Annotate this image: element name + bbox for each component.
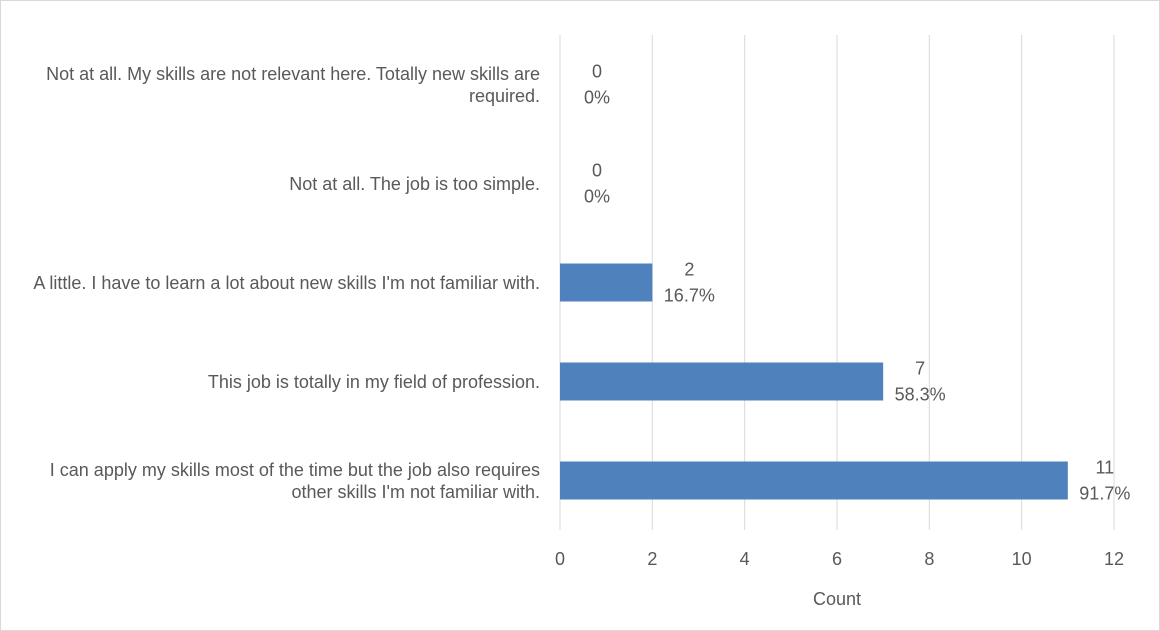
data-label: 7: [915, 358, 925, 378]
bar: [560, 461, 1068, 500]
bar: [560, 263, 653, 302]
data-label: 0%: [584, 186, 610, 206]
y-tick-label: This job is totally in my field of profe…: [207, 371, 540, 392]
x-tick-label: 6: [832, 549, 842, 569]
y-tick-label: Not at all. My skills are not relevant h…: [46, 63, 540, 106]
data-label: 58.3%: [895, 384, 946, 404]
data-label: 91.7%: [1079, 483, 1130, 503]
y-tick-label: A little. I have to learn a lot about ne…: [33, 272, 540, 293]
data-label: 0: [592, 61, 602, 81]
data-label: 16.7%: [664, 285, 715, 305]
x-tick-label: 0: [555, 549, 565, 569]
data-label: 0: [592, 160, 602, 180]
y-tick-label: Not at all. The job is too simple.: [289, 173, 540, 194]
data-label: 2: [684, 259, 694, 279]
x-tick-label: 12: [1104, 549, 1124, 569]
x-axis-label: Count: [813, 589, 861, 609]
x-tick-label: 4: [740, 549, 750, 569]
bar: [560, 362, 884, 401]
y-tick-label: I can apply my skills most of the time b…: [49, 459, 540, 502]
data-label: 11: [1095, 457, 1114, 477]
x-tick-label: 10: [1012, 549, 1032, 569]
x-tick-label: 2: [647, 549, 657, 569]
data-label: 0%: [584, 87, 610, 107]
x-tick-label: 8: [924, 549, 934, 569]
